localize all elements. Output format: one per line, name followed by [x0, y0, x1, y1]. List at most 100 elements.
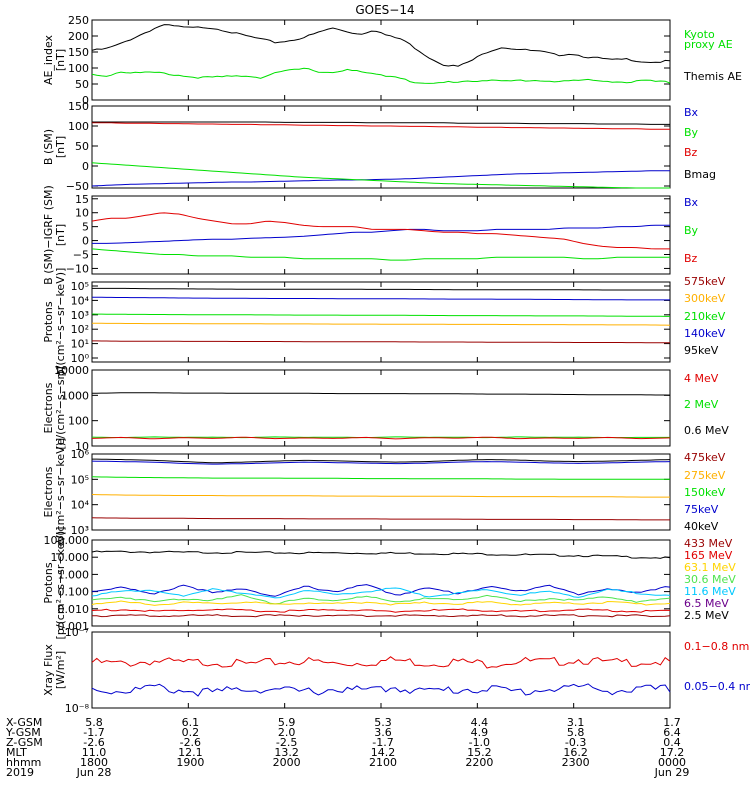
y-tick-label: 0.100	[58, 586, 90, 599]
legend-entry: 150keV	[684, 486, 726, 499]
legend-entry: 4 MeV	[684, 372, 719, 385]
legend-entry: 275keV	[684, 469, 726, 482]
y-tick-label: −10	[66, 262, 89, 275]
panel-frame	[91, 19, 671, 101]
series-line-black	[92, 121, 670, 125]
series-line-green	[91, 67, 671, 84]
footer-value: 5.3	[374, 716, 392, 729]
series-line-green	[91, 162, 670, 189]
y-tick-label: 10	[75, 440, 89, 453]
y-tick-label: 0	[82, 235, 89, 248]
series-line-orange	[91, 494, 670, 498]
series-line-red	[92, 122, 670, 130]
y-tick-label: 0	[82, 94, 89, 107]
y-axis-label: [nT]	[54, 224, 67, 246]
footer-value: 2200	[465, 756, 493, 769]
footer-value: 12.1	[178, 746, 203, 759]
footer-value: 2100	[369, 756, 397, 769]
y-axis-label: Electrons	[42, 466, 55, 517]
series-line-yellow	[91, 600, 671, 606]
series-line-black	[92, 287, 670, 291]
footer-value: 2300	[562, 756, 590, 769]
series-line-darkred	[91, 614, 671, 618]
panel-b_sm: 150 100 50 0 −50 B (SM) [nT] Bx By Bz Bmag	[42, 100, 716, 193]
y-axis-label: [e/(cm²−s−sr)]	[54, 366, 67, 449]
series-line-blue	[91, 584, 671, 597]
footer-value: 0.4	[663, 736, 681, 749]
footer-value: 14.2	[371, 746, 396, 759]
y-axis-label: [p/(cm²−s−sr−keV)]	[54, 527, 67, 640]
footer-value: -2.6	[180, 736, 201, 749]
legend-entry: Bx	[684, 196, 699, 209]
series-line-red	[91, 656, 671, 669]
legend-entry: Themis AE	[683, 70, 742, 83]
panel-frame	[91, 281, 671, 363]
footer-value: -0.3	[565, 736, 586, 749]
y-tick-label: 10¹	[71, 338, 89, 351]
y-tick-label: 10⁴	[71, 499, 90, 512]
y-tick-label: 1000	[61, 389, 89, 402]
y-tick-label: 5	[82, 221, 89, 234]
y-axis-label: p/(cm²−s−sr−keV)]	[54, 268, 67, 377]
footer-value: 15.2	[467, 746, 492, 759]
y-tick-label: −50	[66, 180, 89, 193]
footer-row-label: X-GSM	[6, 716, 42, 729]
y-tick-label: 10⁰	[71, 352, 90, 365]
legend-entry: proxy AE	[684, 38, 733, 51]
legend-entry: 433 MeV	[684, 537, 733, 550]
legend-entry: 300keV	[684, 292, 726, 305]
y-tick-label: 10⁻⁷	[65, 626, 89, 639]
footer-value: 5.9	[278, 716, 296, 729]
y-axis-label: [nT]	[54, 136, 67, 158]
series-line-blue	[91, 170, 670, 187]
y-tick-label: 150	[68, 46, 89, 59]
y-tick-label: 150	[68, 100, 89, 113]
footer-value: 3.6	[374, 726, 392, 739]
y-tick-label: 10²	[71, 323, 89, 336]
series-line-blue	[91, 683, 671, 697]
footer-value: 13.2	[274, 746, 299, 759]
series-line-lime	[91, 594, 671, 605]
footer-value: Jun 29	[654, 766, 690, 779]
footer-value: 5.8	[567, 726, 585, 739]
legend-entry: Bz	[684, 146, 698, 159]
footer-row-label: Y-GSM	[5, 726, 41, 739]
footer-ephemeris: X-GSMY-GSMZ-GSMMLThhmm20195.8-1.7-2.611.…	[5, 716, 689, 779]
panel-frame	[91, 631, 671, 709]
series-line-black	[91, 550, 671, 559]
y-tick-label: 100	[68, 120, 89, 133]
series-line-red	[91, 608, 671, 613]
footer-row-label: MLT	[6, 746, 27, 759]
y-axis-label: Electrons	[42, 382, 55, 433]
y-tick-label: 10³	[71, 309, 89, 322]
series-line-red	[91, 212, 670, 250]
footer-value: 2.0	[278, 726, 296, 739]
footer-value: 3.1	[567, 716, 585, 729]
series-line-cyan	[91, 587, 671, 599]
legend-entry: Bmag	[684, 168, 716, 181]
y-axis-label: [nT]	[54, 49, 67, 71]
y-tick-label: 15	[75, 193, 89, 206]
series-line-green	[91, 313, 670, 317]
footer-value: -2.5	[276, 736, 297, 749]
y-tick-label: 10⁵	[71, 280, 89, 293]
footer-value: 4.4	[471, 716, 489, 729]
footer-value: 6.1	[182, 716, 200, 729]
y-axis-label: B (SM)−IGRF (SM)	[42, 185, 55, 285]
series-line-blue	[92, 224, 670, 244]
y-tick-label: 100	[68, 415, 89, 428]
legend-entry: By	[684, 126, 699, 139]
footer-value: Jun 28	[76, 766, 112, 779]
panel-electrons_high: 10000 1000 100 10 Electrons [e/(cm²−s−sr)] 4 M…	[42, 364, 729, 453]
legend-entry: Bx	[684, 106, 699, 119]
series-line-blue	[91, 460, 671, 465]
legend-entry: 475keV	[684, 451, 726, 464]
legend-entry: Bz	[684, 252, 698, 265]
footer-value: 2000	[273, 756, 301, 769]
legend-entry: Kyoto	[684, 28, 715, 41]
footer-value: 1900	[176, 756, 204, 769]
y-axis-label: AE_index	[42, 34, 55, 85]
y-tick-label: 10000	[54, 364, 89, 377]
